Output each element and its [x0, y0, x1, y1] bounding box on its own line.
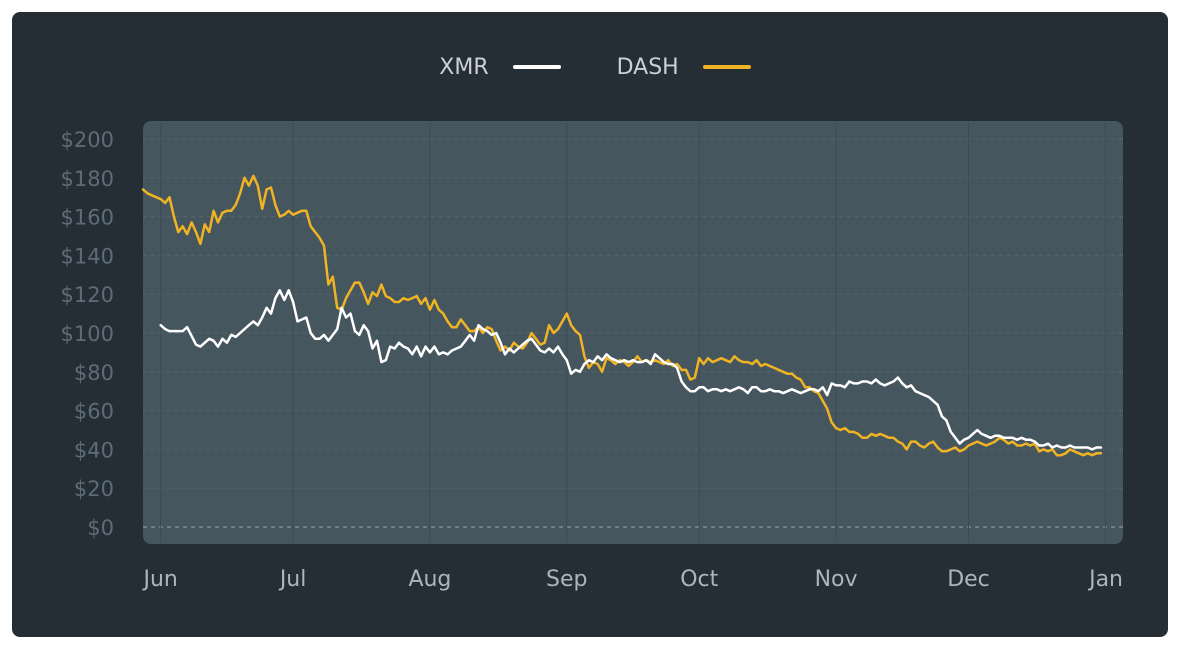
x-tick-label: Dec	[947, 567, 990, 592]
x-tick-label: Nov	[815, 567, 858, 592]
y-tick-label: $80	[74, 361, 114, 385]
y-tick-label: $0	[87, 516, 114, 540]
grid	[143, 123, 1123, 542]
x-tick-label: Jul	[278, 567, 307, 592]
legend-item-dash[interactable]: DASH	[617, 55, 751, 80]
y-tick-label: $180	[61, 167, 114, 191]
series-lines	[141, 174, 1103, 457]
y-tick-label: $140	[61, 244, 114, 268]
y-tick-label: $40	[74, 438, 114, 462]
series-line-xmr	[159, 289, 1103, 451]
legend-swatch-dash	[702, 65, 751, 69]
x-tick-label: Aug	[408, 567, 451, 592]
x-axis: Jun Jul Aug Sep Oct Nov Dec Jan	[141, 567, 1123, 592]
x-tick-label: Oct	[680, 567, 718, 592]
legend-label-dash: DASH	[616, 54, 679, 80]
y-tick-label: $120	[61, 283, 114, 307]
x-tick-label: Sep	[546, 567, 587, 592]
y-axis: $0 $20 $40 $60 $80 $100 $120 $140 $160 $180 $200	[61, 128, 114, 540]
x-tick-label: Jan	[1087, 567, 1123, 592]
legend-item-xmr[interactable]: XMR	[439, 54, 561, 80]
y-tick-label: $100	[61, 322, 114, 346]
y-tick-label: $160	[61, 206, 114, 230]
y-tick-label: $60	[74, 400, 114, 424]
y-tick-label: $200	[61, 128, 114, 152]
x-tick-label: Jun	[141, 567, 177, 592]
y-tick-label: $20	[74, 477, 114, 501]
legend-swatch-xmr	[512, 65, 561, 69]
legend: XMR DASH	[0, 52, 1190, 82]
legend-label-xmr: XMR	[439, 54, 489, 80]
